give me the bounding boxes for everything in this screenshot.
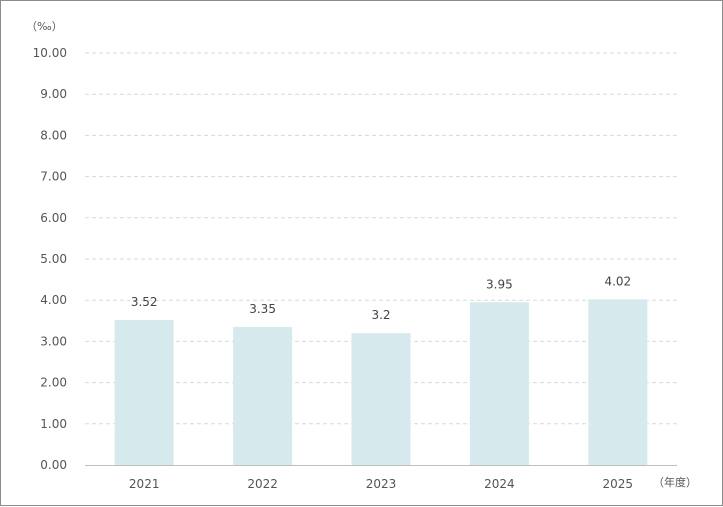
x-tick-label: 2022 (247, 477, 278, 491)
bar (114, 319, 174, 465)
x-tick-label: 2021 (129, 477, 160, 491)
data-label: 3.95 (486, 277, 513, 291)
y-tick-label: 1.00 (40, 417, 67, 431)
bars (114, 299, 648, 465)
data-label: 3.52 (131, 295, 158, 309)
y-tick-label: 0.00 (40, 458, 67, 472)
data-label: 3.2 (371, 308, 390, 322)
y-tick-label: 9.00 (40, 87, 67, 101)
x-tick-label: 2023 (366, 477, 397, 491)
x-axis-unit-label: （年度） (653, 475, 697, 489)
y-axis-unit-label: （‰） (26, 20, 63, 33)
grid-lines (85, 52, 677, 425)
y-tick-labels: 0.00 1.00 2.00 3.00 4.00 5.00 6.00 7.00 8.00 9.00… (33, 46, 67, 472)
x-tick-labels: 2021 2022 2023 2024 2025 (129, 477, 633, 491)
bar (588, 299, 648, 465)
data-label: 3.35 (249, 302, 276, 316)
y-tick-label: 4.00 (40, 293, 67, 307)
x-tick-label: 2025 (603, 477, 634, 491)
y-tick-label: 2.00 (40, 376, 67, 390)
y-tick-label: 10.00 (33, 46, 67, 60)
bar (233, 326, 293, 465)
bar (469, 302, 529, 465)
data-labels: 3.52 3.35 3.2 3.95 4.02 (131, 274, 631, 322)
y-tick-label: 8.00 (40, 128, 67, 142)
data-label: 4.02 (604, 274, 631, 288)
y-tick-label: 6.00 (40, 211, 67, 225)
x-tick-label: 2024 (484, 477, 515, 491)
y-tick-label: 3.00 (40, 334, 67, 348)
y-tick-label: 7.00 (40, 170, 67, 184)
y-tick-label: 5.00 (40, 252, 67, 266)
bar (351, 333, 411, 465)
